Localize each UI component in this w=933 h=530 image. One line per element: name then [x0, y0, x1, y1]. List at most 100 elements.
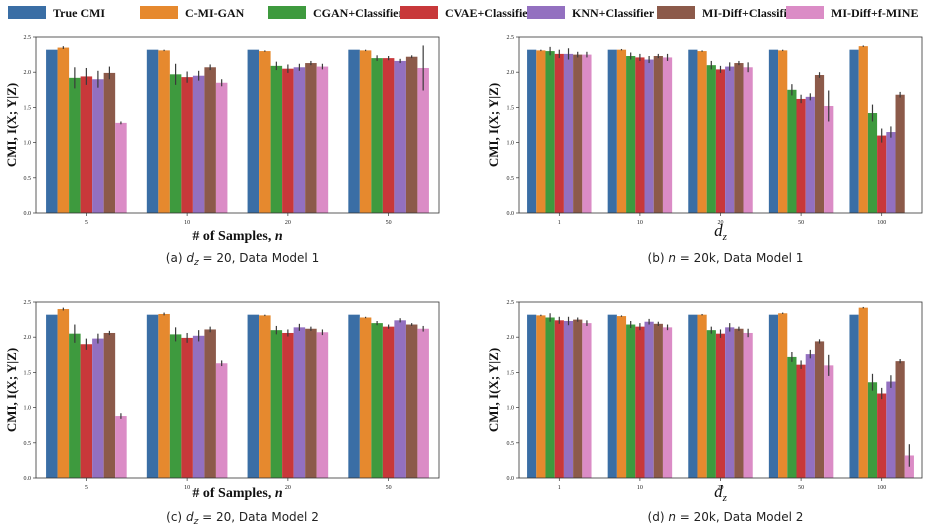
bar-mi-diff-classifier-20	[734, 63, 744, 213]
x-axis-label: # of Samples, n	[192, 229, 282, 244]
y-tick-label: 0.5	[507, 441, 515, 447]
bar-cvae-classifier-5	[80, 344, 93, 478]
bar-mi-diff-f-mine-20	[316, 332, 329, 478]
bar-mi-diff-classifier-50	[814, 341, 825, 478]
bar-knn-classifier-20	[725, 66, 735, 214]
x-tick-label: 50	[386, 220, 392, 226]
bar-c-mi-gan-10	[616, 49, 627, 214]
bar-cgan-classifier-50	[787, 356, 797, 478]
bar-cgan-classifier-5	[69, 77, 81, 213]
bar-cgan-classifier-100	[867, 113, 878, 213]
bar-true-cmi-20	[688, 314, 698, 478]
y-tick-label: 2.0	[507, 335, 515, 341]
panels: 0.0 0.5 1.0 1.5 2.0 2.5 5 10 20 50 # of Samples, n…	[4, 35, 923, 527]
x-tick-label: 20	[718, 220, 724, 226]
x-tick-label: 10	[184, 220, 190, 226]
bar-mi-diff-f-mine-10	[662, 57, 673, 213]
bar-mi-diff-classifier-50	[405, 324, 418, 478]
bar-mi-diff-f-mine-1	[582, 323, 592, 478]
bar-true-cmi-5	[46, 49, 58, 214]
bar-mi-diff-f-mine-50	[417, 328, 429, 478]
bar-c-mi-gan-5	[57, 47, 70, 214]
bar-mi-diff-f-mine-5	[115, 122, 127, 213]
y-tick-label: 1.5	[24, 105, 32, 111]
legend-swatch	[8, 6, 46, 19]
bar-cvae-classifier-10	[181, 77, 193, 214]
bar-mi-diff-f-mine-1	[582, 54, 592, 213]
x-tick-label: 50	[798, 220, 804, 226]
bar-cgan-classifier-20	[706, 65, 716, 213]
bar-true-cmi-100	[849, 49, 859, 214]
bar-mi-diff-classifier-20	[305, 328, 317, 478]
bar-cgan-classifier-50	[371, 58, 383, 214]
legend-label: CGAN+Classifier	[313, 6, 405, 20]
bar-knn-classifier-5	[92, 79, 104, 214]
legend-label: MI-Diff+f-MINE	[831, 6, 918, 20]
bar-mi-diff-f-mine-10	[215, 363, 228, 478]
y-tick-label: 2.0	[507, 70, 515, 76]
y-axis-label: CMI, I(X; Y|Z)	[486, 83, 501, 167]
y-tick-label: 0.0	[24, 211, 32, 217]
plot-frame	[518, 36, 923, 214]
bar-mi-diff-classifier-10	[653, 323, 663, 478]
legend-label: CVAE+Classifier	[445, 6, 534, 20]
bar-c-mi-gan-1	[536, 315, 546, 478]
bar-c-mi-gan-5	[57, 309, 70, 478]
y-axis-label: CMI, I(X; Y|Z)	[486, 348, 501, 432]
legend-swatch	[268, 6, 306, 19]
legend-label: MI-Diff+Classifier	[702, 6, 798, 20]
bar-cgan-classifier-10	[169, 74, 182, 213]
bar-cgan-classifier-20	[706, 330, 716, 478]
bar-c-mi-gan-10	[616, 316, 627, 478]
bar-mi-diff-f-mine-5	[115, 416, 127, 478]
legend-entry-cvae-classifier: CVAE+Classifier	[400, 6, 534, 20]
chart-panel-4: 0.0 0.5 1.0 1.5 2.0 2.5 1 10 20 50 100 dz CMI, I(X; …	[486, 300, 923, 524]
bar-true-cmi-50	[768, 49, 779, 214]
bar-true-cmi-100	[849, 314, 859, 478]
bar-knn-classifier-1	[563, 53, 574, 214]
bar-mi-diff-classifier-50	[814, 75, 825, 214]
bar-cgan-classifier-10	[626, 324, 636, 478]
bar-mi-diff-f-mine-50	[824, 365, 834, 478]
y-tick-label: 0.5	[24, 176, 32, 182]
bar-cvae-classifier-50	[796, 98, 806, 213]
bar-cvae-classifier-20	[715, 69, 726, 213]
y-tick-label: 1.5	[24, 370, 32, 376]
bar-cgan-classifier-50	[371, 323, 383, 478]
bar-mi-diff-classifier-20	[305, 63, 317, 213]
bar-mi-diff-f-mine-10	[662, 327, 673, 478]
bar-true-cmi-20	[688, 49, 698, 214]
plot-frame	[518, 301, 923, 479]
bar-cgan-classifier-5	[69, 333, 81, 478]
legend-label: KNN+Classifier	[572, 6, 655, 20]
bar-knn-classifier-50	[394, 60, 406, 213]
x-tick-label: 5	[85, 485, 88, 491]
bar-c-mi-gan-10	[158, 50, 170, 213]
bar-true-cmi-1	[527, 314, 537, 478]
x-tick-label: 1	[558, 485, 561, 491]
x-tick-label: 10	[637, 220, 643, 226]
bar-mi-diff-classifier-5	[103, 332, 116, 478]
bar-cvae-classifier-20	[282, 68, 294, 214]
bar-c-mi-gan-20	[259, 315, 271, 478]
bar-knn-classifier-10	[644, 59, 654, 213]
y-axis-label: CMI, I(X; Y|Z)	[4, 348, 19, 432]
bar-mi-diff-classifier-1	[573, 54, 583, 213]
legend-swatch	[786, 6, 824, 19]
bar-knn-classifier-100	[886, 381, 896, 478]
y-tick-label: 0.0	[507, 476, 515, 482]
bar-knn-classifier-1	[563, 321, 574, 478]
y-tick-label: 1.5	[507, 370, 515, 376]
legend-label: True CMI	[53, 6, 105, 20]
bar-mi-diff-f-mine-50	[417, 67, 429, 213]
bar-knn-classifier-10	[192, 335, 205, 478]
bar-cvae-classifier-50	[382, 326, 395, 478]
bar-mi-diff-f-mine-20	[743, 332, 753, 478]
bar-true-cmi-20	[247, 49, 260, 214]
legend-entry-mi-diff-classifier: MI-Diff+Classifier	[657, 6, 798, 20]
bar-cgan-classifier-1	[545, 51, 555, 213]
bar-cvae-classifier-50	[382, 58, 395, 214]
bar-cvae-classifier-100	[877, 135, 887, 213]
panel-caption: (a) dz = 20, Data Model 1	[166, 251, 319, 268]
x-tick-label: 100	[877, 485, 886, 491]
